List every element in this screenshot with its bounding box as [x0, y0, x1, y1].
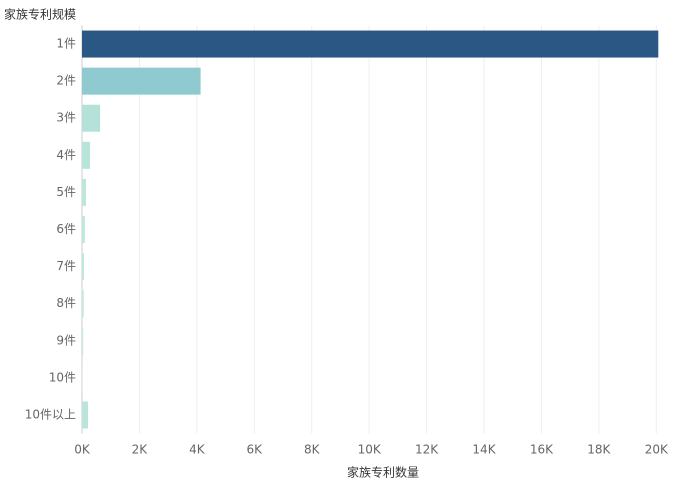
x-axis-title: 家族专利数量 [347, 465, 419, 480]
x-tick-label: 18K [587, 443, 611, 457]
bar [82, 290, 84, 318]
y-axis-title: 家族专利规模 [4, 7, 76, 22]
y-tick-label: 3件 [56, 111, 76, 125]
x-tick-label: 16K [530, 443, 554, 457]
y-tick-label: 1件 [56, 37, 76, 51]
x-tick-label: 10K [358, 443, 382, 457]
x-tick-label: 14K [472, 443, 496, 457]
x-tick-label: 12K [415, 443, 439, 457]
x-tick-label: 6K [247, 443, 264, 457]
bar [82, 216, 85, 243]
bar [82, 178, 87, 206]
x-tick-label: 0K [74, 443, 91, 457]
bar [82, 253, 85, 281]
bar [82, 327, 84, 355]
y-tick-label: 2件 [56, 74, 76, 88]
x-tick-label: 4K [189, 443, 206, 457]
x-tick-label: 20K [645, 443, 669, 457]
bar [82, 104, 101, 132]
y-tick-label: 4件 [56, 148, 76, 162]
y-tick-label: 5件 [56, 185, 76, 199]
bar [82, 141, 91, 169]
y-tick-label: 9件 [56, 333, 76, 347]
y-tick-label: 7件 [56, 259, 76, 273]
x-tick-label: 8K [304, 443, 321, 457]
y-tick-label: 6件 [56, 222, 76, 236]
y-tick-label: 10件 [49, 370, 76, 384]
bar [82, 401, 89, 429]
bar [82, 67, 201, 95]
x-tick-label: 2K [132, 443, 149, 457]
y-tick-label: 8件 [56, 296, 76, 310]
y-tick-label: 10件以上 [25, 407, 76, 421]
bar [82, 30, 659, 58]
